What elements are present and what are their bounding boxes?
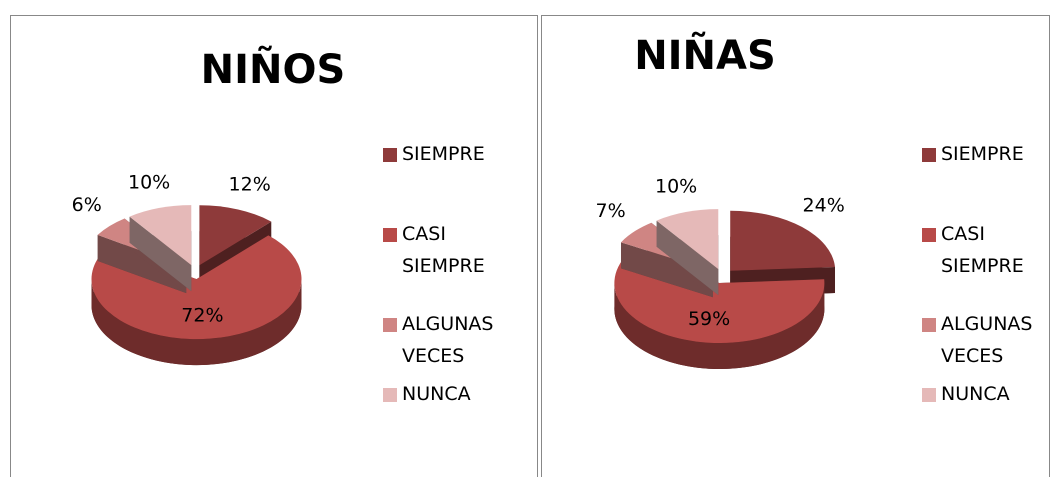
legend-item: NUNCA: [941, 383, 1010, 405]
legend-swatch: [383, 228, 397, 242]
legend-label: NUNCA: [402, 383, 471, 405]
legend-item: ALGUNAS VECES: [402, 313, 494, 367]
legend-label: ALGUNAS VECES: [402, 313, 494, 367]
legend-swatch: [383, 388, 397, 402]
legend-label: CASI SIEMPRE: [402, 223, 485, 277]
legend-label: SIEMPRE: [402, 143, 485, 165]
slice-edge: [97, 234, 187, 294]
legend-item: NUNCA: [402, 383, 471, 405]
slice-edge: [129, 216, 192, 292]
slice-top: [656, 209, 719, 270]
slice-edge: [656, 220, 719, 296]
slice-top: [199, 205, 272, 266]
legend-swatch: [383, 148, 397, 162]
slice-top: [730, 210, 836, 271]
legend-swatch: [922, 388, 936, 402]
data-label: 6%: [72, 194, 102, 216]
legend-swatch: [922, 228, 936, 242]
legend-item: SIEMPRE: [402, 143, 485, 165]
slice-side: [614, 283, 825, 370]
data-label: 10%: [655, 175, 697, 197]
data-label: 10%: [128, 171, 170, 193]
legend-label: ALGUNAS VECES: [941, 313, 1033, 367]
chart-title: NIÑOS: [201, 45, 346, 93]
legend-item: CASI SIEMPRE: [402, 223, 485, 277]
chart-title: NIÑAS: [634, 31, 776, 79]
legend-label: NUNCA: [941, 383, 1010, 405]
legend-label: SIEMPRE: [941, 143, 1024, 165]
legend-item: CASI SIEMPRE: [941, 223, 1024, 277]
legend-item: ALGUNAS VECES: [941, 313, 1033, 367]
legend-swatch: [922, 148, 936, 162]
legend-label: CASI SIEMPRE: [941, 223, 1024, 277]
data-label: 59%: [688, 308, 730, 330]
legend-swatch: [383, 318, 397, 332]
data-label: 24%: [803, 194, 845, 216]
data-label: 72%: [181, 304, 223, 326]
legend-item: SIEMPRE: [941, 143, 1024, 165]
slice-edge: [620, 242, 713, 298]
slice-side: [91, 279, 302, 366]
legend-swatch: [922, 318, 936, 332]
pie-slice: [656, 209, 719, 296]
pie-slice: [129, 205, 192, 292]
slice-top: [129, 205, 192, 266]
data-label: 12%: [229, 173, 271, 195]
data-label: 7%: [596, 200, 626, 222]
